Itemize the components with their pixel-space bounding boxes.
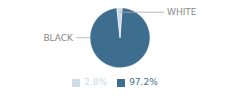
html-text:97.2%: 97.2%	[129, 77, 158, 87]
svg-text:BLACK: BLACK	[43, 33, 74, 43]
svg-text:WHITE: WHITE	[167, 8, 197, 17]
html-text:2.8%: 2.8%	[84, 77, 108, 87]
